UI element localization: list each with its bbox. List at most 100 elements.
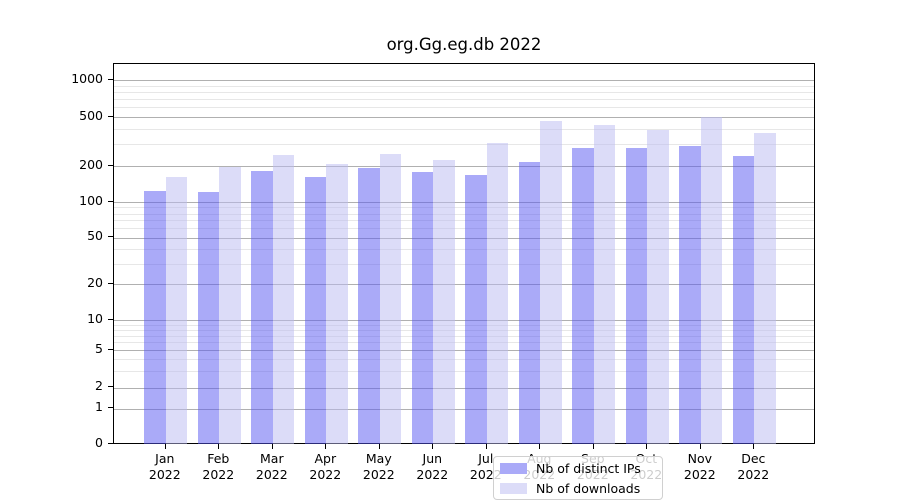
x-tick-mark <box>753 444 755 449</box>
legend-swatch-distinct-ips <box>500 462 527 474</box>
legend: Nb of distinct IPs Nb of downloads <box>493 456 663 500</box>
y-tick-mark <box>108 386 113 388</box>
bar-distinct-ips-jan <box>144 190 166 444</box>
x-tick-mark <box>325 444 327 449</box>
y-tick-mark <box>108 236 113 238</box>
bar-downloads-feb <box>219 167 241 444</box>
x-tick-label-jan: Jan 2022 <box>148 451 181 482</box>
y-tick-label: 200 <box>79 156 103 172</box>
major-gridline <box>114 166 814 167</box>
x-tick-mark <box>218 444 220 449</box>
x-tick-mark <box>485 444 487 449</box>
x-tick-label-nov: Nov 2022 <box>683 451 716 482</box>
x-tick-label-apr: Apr 2022 <box>309 451 342 482</box>
y-tick-label: 5 <box>95 340 103 356</box>
bar-distinct-ips-may <box>358 167 380 444</box>
x-tick-label-may: May 2022 <box>362 451 395 482</box>
y-tick-label: 50 <box>87 228 103 244</box>
bar-downloads-dec <box>754 133 776 444</box>
minor-gridline <box>114 213 814 215</box>
bar-distinct-ips-sep <box>572 148 594 444</box>
major-gridline <box>114 80 814 82</box>
legend-item-downloads: Nb of downloads <box>500 480 662 497</box>
minor-gridline <box>114 263 814 265</box>
minor-gridline <box>114 335 814 337</box>
y-tick-mark <box>108 78 113 80</box>
bar-distinct-ips-oct <box>625 148 648 444</box>
y-tick-mark <box>108 200 113 202</box>
y-tick-mark <box>108 407 113 409</box>
y-tick-label: 2 <box>95 378 103 394</box>
legend-swatch-downloads <box>500 482 527 494</box>
major-gridline <box>114 117 814 118</box>
y-tick-mark <box>108 282 113 284</box>
x-tick-label-mar: Mar 2022 <box>255 451 288 482</box>
x-tick-mark <box>164 444 166 449</box>
chart-title: org.Gg.eg.db 2022 <box>386 35 542 54</box>
bar-distinct-ips-apr <box>304 176 327 444</box>
minor-gridline <box>114 342 814 344</box>
minor-gridline <box>114 324 814 326</box>
y-tick-label: 1000 <box>71 70 103 86</box>
bar-downloads-nov <box>700 117 723 444</box>
major-gridline <box>114 237 814 239</box>
bar-distinct-ips-dec <box>732 155 755 444</box>
bar-distinct-ips-mar <box>251 170 273 444</box>
y-tick-label: 10 <box>87 310 103 326</box>
major-gridline <box>114 320 814 322</box>
minor-gridline <box>114 329 814 331</box>
minor-gridline <box>114 144 814 146</box>
y-tick-mark <box>108 164 113 166</box>
minor-gridline <box>114 249 814 250</box>
major-gridline <box>114 202 814 203</box>
minor-gridline <box>114 99 814 101</box>
minor-gridline <box>114 371 814 372</box>
x-tick-label-jun: Jun 2022 <box>416 451 449 482</box>
bar-downloads-apr <box>326 163 348 444</box>
bar-distinct-ips-nov <box>679 146 701 444</box>
major-gridline <box>114 284 814 286</box>
y-tick-label: 500 <box>79 107 103 123</box>
x-tick-label-dec: Dec 2022 <box>737 451 770 482</box>
bar-downloads-sep <box>593 125 616 444</box>
x-tick-mark <box>271 444 273 449</box>
y-tick-mark <box>108 318 113 320</box>
minor-gridline <box>114 207 814 209</box>
x-tick-mark <box>592 444 594 449</box>
major-gridline <box>114 408 814 410</box>
y-tick-mark <box>108 443 113 444</box>
y-tick-label: 0 <box>95 435 103 450</box>
minor-gridline <box>114 92 814 94</box>
major-gridline <box>114 387 814 389</box>
x-tick-mark <box>432 444 434 449</box>
x-tick-mark <box>539 444 541 449</box>
y-tick-label: 100 <box>79 192 103 208</box>
legend-label-downloads: Nb of downloads <box>536 480 641 496</box>
bar-downloads-aug <box>540 120 562 444</box>
legend-item-distinct-ips: Nb of distinct IPs <box>500 460 662 477</box>
bar-downloads-oct <box>647 130 669 444</box>
plot-area: Nb of distinct IPs Nb of downloads <box>113 63 815 500</box>
bar-distinct-ips-jul <box>465 175 487 444</box>
minor-gridline <box>114 359 814 361</box>
x-tick-mark <box>378 444 380 449</box>
y-tick-mark <box>108 348 113 350</box>
major-gridline <box>114 350 814 351</box>
minor-gridline <box>114 128 814 130</box>
legend-label-distinct-ips: Nb of distinct IPs <box>536 460 641 476</box>
bar-downloads-mar <box>272 154 295 444</box>
bar-downloads-jul <box>486 142 509 444</box>
x-tick-mark <box>646 444 648 449</box>
minor-gridline <box>114 107 814 109</box>
x-tick-label-feb: Feb 2022 <box>202 451 235 482</box>
y-tick-label: 1 <box>95 399 103 415</box>
y-tick-label: 20 <box>87 274 103 290</box>
bar-distinct-ips-jun <box>411 171 434 444</box>
x-tick-mark <box>699 444 701 449</box>
bar-downloads-jan <box>165 176 188 444</box>
minor-gridline <box>114 85 814 87</box>
minor-gridline <box>114 228 814 230</box>
bar-distinct-ips-aug <box>518 162 541 444</box>
minor-gridline <box>114 220 814 222</box>
